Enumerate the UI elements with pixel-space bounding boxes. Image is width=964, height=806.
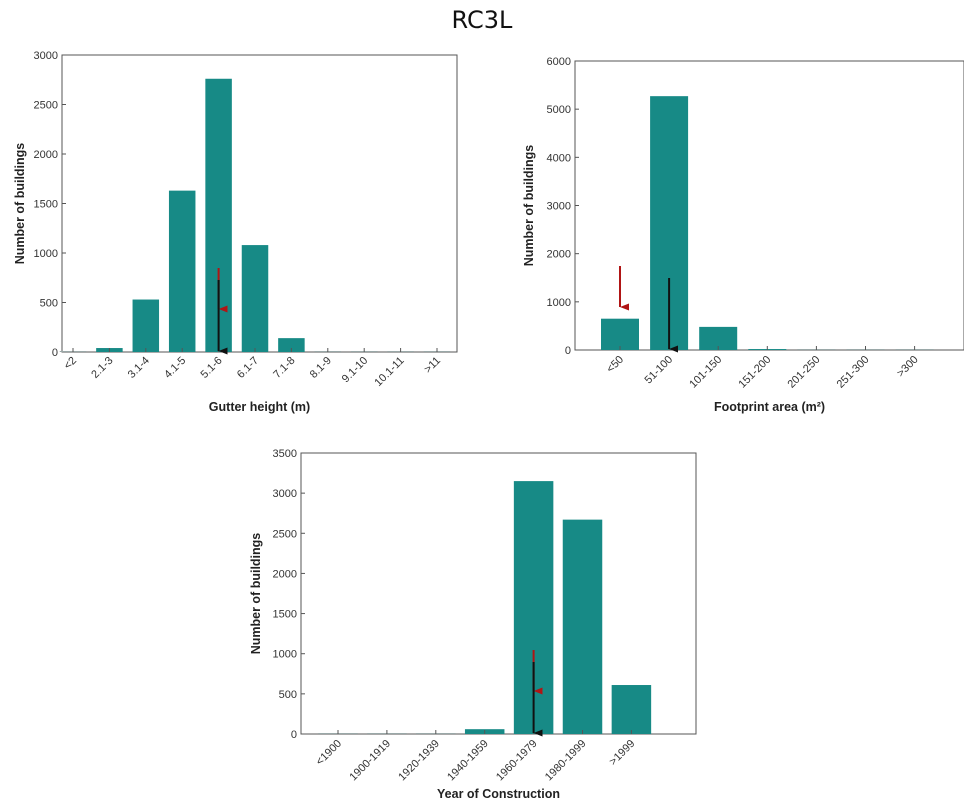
- y-tick-label: 0: [52, 347, 58, 359]
- x-tick-label: 1980-1999: [543, 738, 589, 784]
- x-tick-label: 1920-1939: [396, 738, 442, 784]
- y-tick-label: 2500: [273, 528, 297, 540]
- x-axis-label: Footprint area (m²): [714, 400, 825, 414]
- x-tick-label: 2.1-3: [89, 355, 115, 381]
- y-tick-label: 1000: [34, 248, 58, 260]
- bar-4.1-5: [168, 190, 196, 352]
- y-tick-label: 3500: [273, 448, 297, 460]
- y-tick-label: 2000: [273, 568, 297, 580]
- y-tick-label: 6000: [547, 56, 571, 68]
- y-axis-label: Number of buildings: [249, 533, 263, 655]
- x-tick-label: 201-250: [785, 354, 822, 391]
- x-tick-label: 4.1-5: [162, 355, 188, 381]
- y-tick-label: 1500: [273, 609, 297, 621]
- y-tick-label: 1000: [273, 649, 297, 661]
- y-tick-label: 2500: [34, 100, 58, 112]
- bar->1999: [611, 685, 652, 734]
- y-tick-label: 5000: [547, 104, 571, 116]
- x-tick-label: 8.1-9: [308, 355, 334, 381]
- page-title: RC3L: [451, 6, 513, 34]
- y-tick-label: 1000: [547, 297, 571, 309]
- y-axis-label: Number of buildings: [13, 143, 27, 265]
- x-tick-label: 10.1-11: [372, 355, 406, 389]
- chart-2: 0 1000 2000 3000 4000 5000 6000 <50 51-100 101-15…: [522, 56, 964, 414]
- y-tick-label: 4000: [547, 152, 571, 164]
- bar-1980-1999: [562, 519, 603, 734]
- x-tick-label: >1999: [607, 738, 637, 768]
- x-tick-label: 151-200: [736, 354, 773, 391]
- x-tick-label: <2: [62, 355, 79, 372]
- x-tick-label: 9.1-10: [340, 355, 371, 386]
- x-tick-label: 1940-1959: [445, 738, 491, 784]
- x-tick-label: 251-300: [835, 354, 872, 391]
- x-tick-label: 1900-1919: [347, 738, 393, 784]
- x-tick-label: 3.1-4: [126, 355, 152, 381]
- bar-6.1-7: [241, 245, 269, 352]
- y-tick-label: 1500: [34, 199, 58, 211]
- y-tick-label: 3000: [273, 488, 297, 500]
- x-tick-label: 5.1-6: [199, 355, 225, 381]
- y-tick-label: 500: [40, 298, 58, 310]
- x-tick-label: 1960-1979: [494, 738, 540, 784]
- bar-<50: [601, 318, 639, 350]
- x-tick-label: <1900: [314, 738, 344, 768]
- y-tick-label: 500: [279, 689, 297, 701]
- x-tick-label: 7.1-8: [271, 355, 297, 381]
- y-tick-label: 2000: [547, 249, 571, 261]
- bar-3.1-4: [132, 299, 160, 352]
- plot-frame: [574, 60, 964, 351]
- x-tick-label: 6.1-7: [235, 355, 261, 381]
- y-tick-label: 3000: [34, 50, 58, 62]
- y-tick-label: 0: [565, 345, 571, 357]
- y-tick-label: 2000: [34, 149, 58, 161]
- x-tick-label: >300: [895, 354, 921, 380]
- y-axis-label: Number of buildings: [522, 145, 536, 267]
- chart-3: 0 500 1000 1500 2000 2500 3000 3500 <1900 1900-19…: [249, 448, 697, 801]
- y-tick-label: 3000: [547, 201, 571, 213]
- x-axis-label: Gutter height (m): [209, 400, 310, 414]
- x-tick-label: 101-150: [687, 354, 724, 391]
- chart-1: 0 500 1000 1500 2000 2500 3000 <2 2.1-3 3.1-4 4.1-…: [13, 50, 458, 414]
- bar-101-150: [699, 326, 738, 350]
- x-axis-label: Year of Construction: [437, 787, 560, 801]
- y-tick-label: 0: [291, 729, 297, 741]
- bar-7.1-8: [278, 338, 305, 352]
- x-tick-label: >11: [422, 355, 443, 376]
- x-tick-label: <50: [604, 354, 626, 376]
- x-tick-label: 51-100: [643, 354, 676, 387]
